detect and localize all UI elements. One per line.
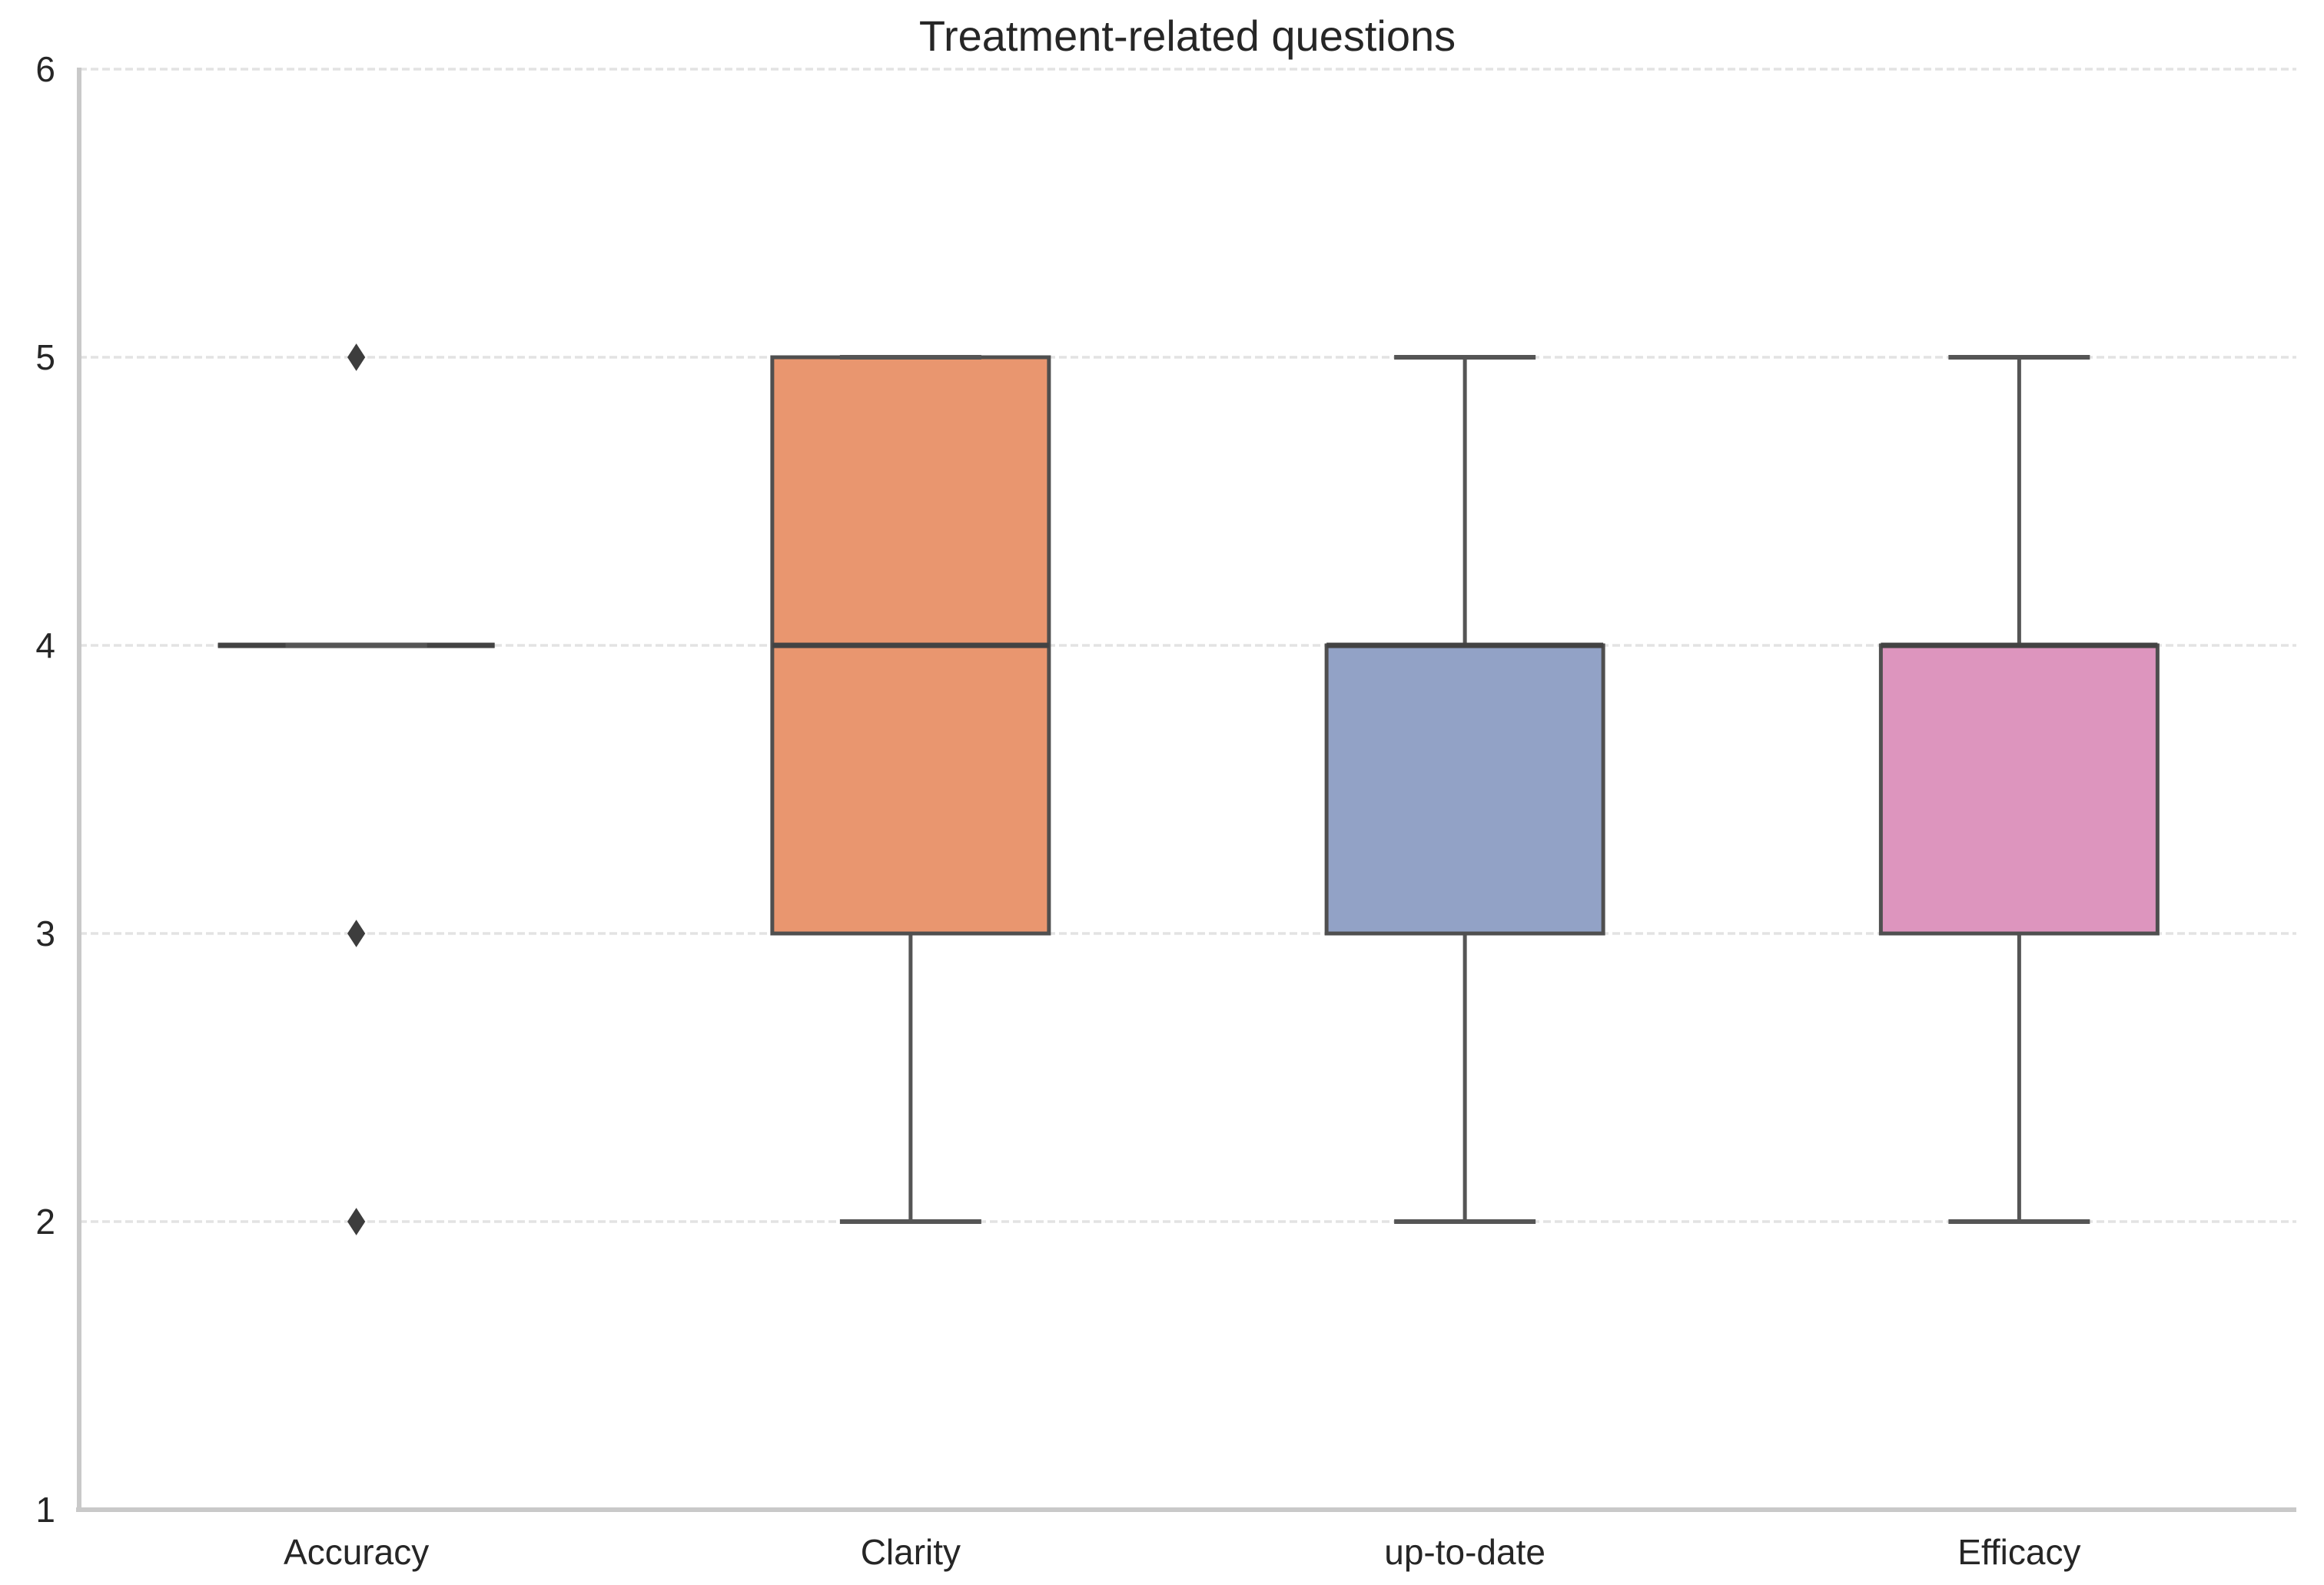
y-tick-label-1: 1 [35,1490,55,1530]
outlier-diamond-accuracy-2 [347,1208,366,1235]
y-tick-label-6: 6 [35,49,55,89]
box-group-clarity [770,355,1051,1224]
x-label-clarity: Clarity [861,1532,961,1572]
y-tick-label-4: 4 [35,625,55,665]
x-label-up-to-date: up-to-date [1384,1532,1545,1572]
boxes-layer [217,343,2160,1235]
y-tick-label-3: 3 [35,914,55,953]
box-group-efficacy [1878,355,2160,1224]
box-efficacy [1878,643,2160,936]
x-label-accuracy: Accuracy [284,1532,429,1572]
chart-title: Treatment-related questions [919,12,1456,60]
y-tick-label-2: 2 [35,1202,55,1242]
box-up-to-date [1324,643,1605,936]
axes-layer [76,68,2296,1512]
x-label-efficacy: Efficacy [1957,1532,2080,1572]
box-group-accuracy [217,343,495,1235]
outlier-diamond-accuracy-5 [347,343,366,371]
box-group-up-to-date [1324,355,1605,1224]
axis-labels-layer: 6 5 4 3 2 1 Accuracy Clarity up-to-date Efficacy [35,49,2080,1572]
y-tick-label-5: 5 [35,337,55,377]
outlier-diamond-accuracy-3 [347,920,366,947]
